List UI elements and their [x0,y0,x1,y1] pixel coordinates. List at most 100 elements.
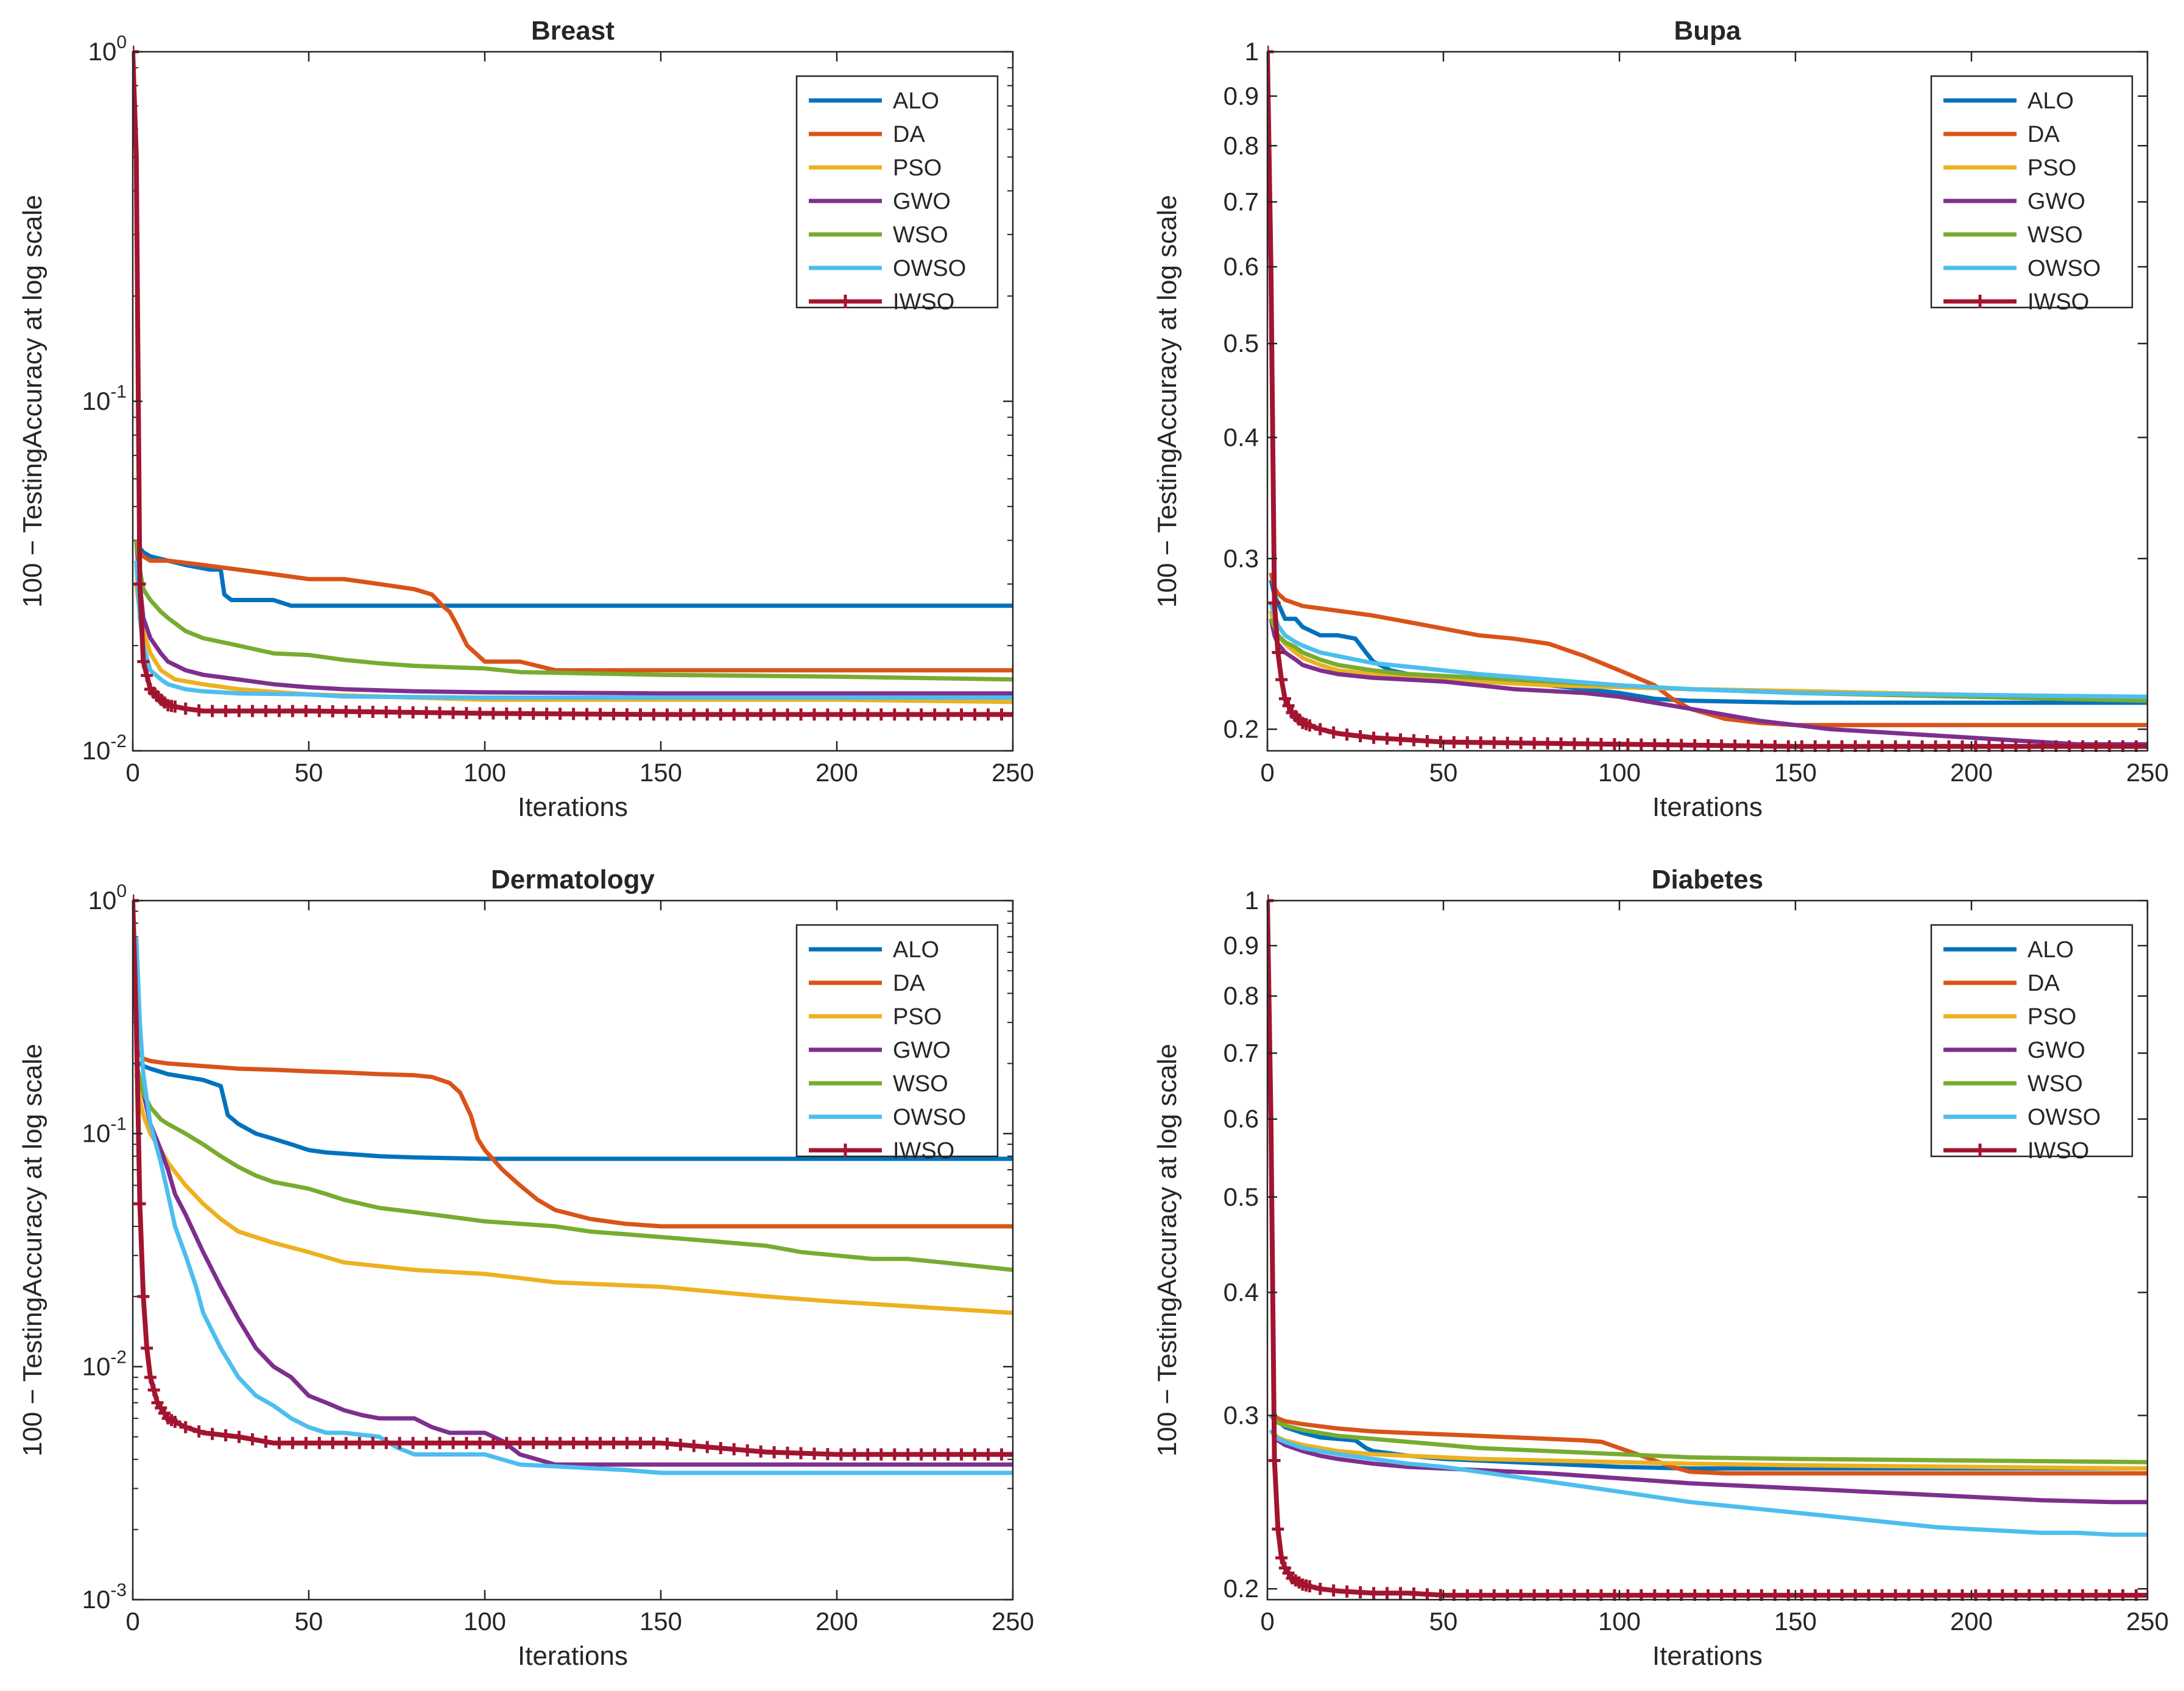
series-marker [353,705,366,718]
series-marker [1282,699,1295,712]
series-marker [1268,1454,1281,1467]
legend-item-wso: WSO [1943,222,2083,248]
series-marker [326,705,339,718]
legend-label: IWSO [893,289,954,315]
series-marker [607,1436,620,1449]
legend-item-owso: OWSO [809,1105,966,1130]
series-lines [1267,895,2148,1601]
legend-label: OWSO [893,256,966,281]
legend-label: IWSO [893,1138,954,1164]
legend-label: DA [2027,971,2060,996]
series-marker [834,1448,847,1461]
legend-marker [1973,1144,1987,1157]
legend-item-wso: WSO [809,222,948,248]
series-marker [875,1448,887,1461]
y-tick-label: 0.7 [1224,1038,1259,1067]
series-marker [634,1436,647,1449]
series-marker [420,706,433,719]
series-marker [147,1383,160,1396]
series-marker [246,705,259,717]
y-tick-label: 0.2 [1224,715,1259,744]
series-markers-iwso [1267,46,2143,752]
series-marker [714,708,727,721]
series-marker [1434,736,1447,748]
series-line-wso [1269,1414,2148,1464]
axes-box [1266,51,2149,752]
y-tick-base: 10 [82,736,111,765]
legend-label: OWSO [2027,256,2101,281]
legend-item-iwso: IWSO [809,289,954,315]
series-marker [206,705,219,717]
legend-label: GWO [893,1038,951,1063]
series-marker [955,1448,968,1461]
y-tick-base: 10 [82,1352,111,1380]
legend-marker [839,295,852,308]
series-marker [1581,737,1594,750]
y-tick-label: 10-1 [82,382,127,415]
series-line-owso [134,937,1013,1475]
series-marker [487,707,499,720]
x-tick-label: 250 [2126,758,2169,787]
series-marker [144,1371,157,1383]
y-tick-label: 100 [88,32,127,66]
legend-label: ALO [893,937,939,963]
series-marker [233,1430,245,1443]
y-tick-label: 100 [88,881,127,915]
series-marker [1675,739,1688,751]
series-marker [233,705,245,717]
series-marker [179,1421,192,1433]
series-marker [133,1197,146,1210]
legend-item-wso: WSO [809,1071,948,1097]
series-marker [192,704,205,717]
x-tick-label: 150 [1774,1607,1817,1636]
series-marker [540,1436,553,1449]
series-marker [179,702,192,715]
legend-label: PSO [2027,155,2076,181]
series-marker [995,708,1008,721]
series-marker [1272,1523,1284,1536]
y-axis-label: 100 − TestingAccuracy at log scale [18,1044,48,1457]
legend-item-iwso: IWSO [1943,289,2089,315]
x-tick-label: 150 [1774,758,1817,787]
legend-item-alo: ALO [1943,88,2074,114]
series-marker [246,1433,259,1446]
series-marker [219,705,232,717]
series-line-alo [134,539,1013,608]
series-marker [888,708,901,721]
series-marker [527,708,540,720]
series-marker [768,1446,781,1459]
series-marker [674,708,687,721]
series-marker [393,706,406,719]
series-marker [1275,1552,1288,1564]
series-line-alo [136,1061,1013,1161]
y-tick-label: 1 [1245,886,1259,915]
series-marker [982,708,995,721]
series-marker [1407,734,1420,747]
series-marker [567,708,580,720]
series-marker [942,708,954,721]
series-marker [1303,719,1316,732]
x-tick-label: 0 [1260,758,1274,787]
y-tick-base: 10 [88,886,117,915]
legend-item-alo: ALO [1943,937,2074,963]
x-axis-label: Iterations [518,792,628,822]
y-tick-label: 0.4 [1224,1278,1259,1306]
y-tick-label: 0.3 [1224,544,1259,572]
series-marker [1635,738,1647,751]
series-marker [768,708,781,721]
y-tick-exponent: -2 [110,1347,127,1367]
series-marker [1742,739,1755,752]
x-axis-label: Iterations [518,1641,628,1671]
series-marker [594,708,607,720]
series-marker [313,705,326,717]
legend-item-pso: PSO [1943,155,2076,181]
legend-label: IWSO [2027,1138,2089,1164]
series-marker [1421,1588,1434,1601]
series-marker [701,1441,714,1454]
series-marker [901,708,914,721]
y-tick-base: 10 [82,387,111,415]
series-marker [861,708,874,721]
series-lines [133,895,1013,1475]
